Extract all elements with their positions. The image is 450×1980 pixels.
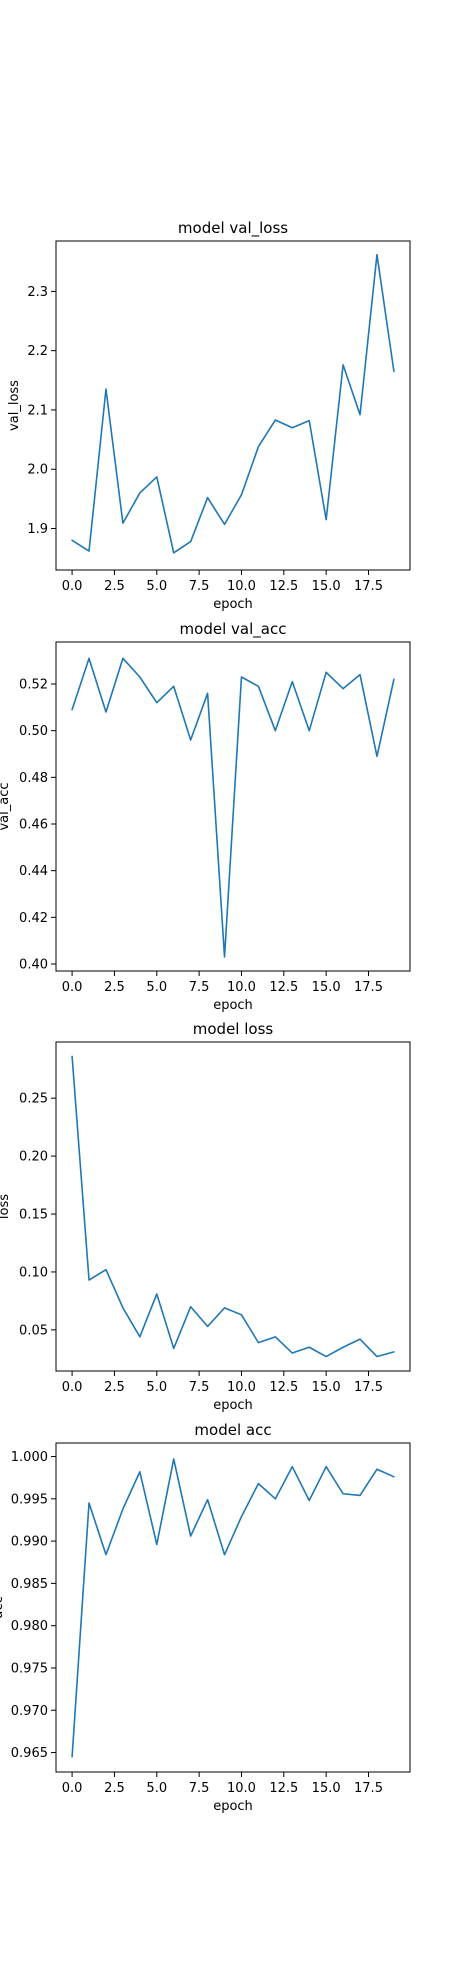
- y-tick-label: 0.50: [19, 724, 48, 739]
- x-tick-label: 10.0: [227, 980, 256, 995]
- y-tick-label: 0.05: [19, 1323, 48, 1338]
- x-tick-label: 7.5: [189, 1380, 210, 1395]
- axes-frame: [55, 641, 411, 972]
- subplot-1: model val_loss 0.0 2.5 5.0 7.5 10.0 12.5 15.0 17…: [7, 219, 411, 612]
- x-tick-label: 12.5: [269, 1781, 298, 1796]
- axes-frame: [55, 240, 411, 571]
- y-tick-label: 0.44: [19, 864, 48, 879]
- x-tick-label: 17.5: [354, 1781, 383, 1796]
- series-line: [71, 253, 395, 554]
- y-tick-label: 0.970: [11, 1704, 48, 1719]
- y-tick-label: 0.10: [19, 1265, 48, 1280]
- x-tick-label: 17.5: [354, 579, 383, 594]
- series-line: [71, 1458, 395, 1758]
- y-tick-label: 0.995: [11, 1492, 48, 1507]
- x-axis-label: epoch: [213, 597, 253, 612]
- subplot-2: model val_acc 0.0 2.5 5.0 7.5 10.0 12.5 15.0 17.…: [0, 620, 411, 1013]
- y-tick-label: 0.48: [19, 771, 48, 786]
- y-axis-label: val_loss: [7, 380, 22, 431]
- chart-title: model val_acc: [180, 620, 287, 639]
- chart-title: model acc: [194, 1421, 271, 1439]
- y-axis-label: loss: [0, 1194, 12, 1219]
- x-tick-label: 2.5: [104, 579, 125, 594]
- y-tick-label: 0.52: [19, 678, 48, 693]
- x-tick-label: 2.5: [104, 980, 125, 995]
- y-tick-label: 0.15: [19, 1208, 48, 1223]
- x-tick-label: 12.5: [269, 1380, 298, 1395]
- y-tick-label: 2.3: [27, 285, 48, 300]
- y-tick-label: 0.25: [19, 1092, 48, 1107]
- y-tick-label: 1.000: [11, 1450, 48, 1465]
- x-tick-label: 12.5: [269, 579, 298, 594]
- axes-frame: [55, 1442, 411, 1773]
- x-tick-label: 0.0: [62, 980, 83, 995]
- y-tick-label: 0.42: [19, 911, 48, 926]
- series-line: [71, 657, 395, 958]
- x-axis-label: epoch: [213, 998, 253, 1013]
- chart-title: model val_loss: [178, 219, 288, 238]
- x-tick-label: 7.5: [189, 1781, 210, 1796]
- x-tick-label: 0.0: [62, 579, 83, 594]
- y-tick-label: 1.9: [27, 522, 48, 537]
- x-tick-label: 15.0: [312, 980, 341, 995]
- x-tick-label: 17.5: [354, 980, 383, 995]
- series-line: [71, 1055, 395, 1358]
- x-tick-label: 17.5: [354, 1380, 383, 1395]
- x-tick-label: 5.0: [146, 980, 167, 995]
- y-tick-label: 2.1: [27, 403, 48, 418]
- y-tick-label: 0.46: [19, 818, 48, 833]
- y-tick-label: 0.965: [11, 1746, 48, 1761]
- y-tick-label: 0.985: [11, 1577, 48, 1592]
- y-tick-label: 0.975: [11, 1661, 48, 1676]
- y-tick-label: 0.40: [19, 958, 48, 973]
- y-axis-label: val_acc: [0, 782, 12, 830]
- x-tick-label: 5.0: [146, 579, 167, 594]
- x-tick-label: 5.0: [146, 1781, 167, 1796]
- x-tick-label: 15.0: [312, 1781, 341, 1796]
- x-tick-label: 0.0: [62, 1380, 83, 1395]
- x-axis-label: epoch: [213, 1398, 253, 1413]
- subplot-4: model acc 0.0 2.5 5.0 7.5 10.0 12.5 15.0 17.5 0.9…: [0, 1421, 411, 1814]
- y-tick-label: 0.20: [19, 1150, 48, 1165]
- subplot-3: model loss 0.0 2.5 5.0 7.5 10.0 12.5 15.0 17.5 0.…: [0, 1020, 411, 1413]
- y-tick-label: 0.990: [11, 1535, 48, 1550]
- y-tick-label: 2.2: [27, 344, 48, 359]
- x-tick-label: 15.0: [312, 579, 341, 594]
- x-tick-label: 0.0: [62, 1781, 83, 1796]
- x-tick-label: 10.0: [227, 1781, 256, 1796]
- x-tick-label: 15.0: [312, 1380, 341, 1395]
- y-axis-label: acc: [0, 1596, 6, 1618]
- x-tick-label: 10.0: [227, 579, 256, 594]
- axes-frame: [55, 1041, 411, 1372]
- chart-title: model loss: [193, 1020, 274, 1038]
- x-tick-label: 7.5: [189, 579, 210, 594]
- x-tick-label: 5.0: [146, 1380, 167, 1395]
- x-tick-label: 2.5: [104, 1380, 125, 1395]
- x-tick-label: 2.5: [104, 1781, 125, 1796]
- x-tick-label: 10.0: [227, 1380, 256, 1395]
- y-tick-label: 2.0: [27, 463, 48, 478]
- x-axis-label: epoch: [213, 1799, 253, 1814]
- x-tick-label: 12.5: [269, 980, 298, 995]
- x-tick-label: 7.5: [189, 980, 210, 995]
- y-tick-label: 0.980: [11, 1619, 48, 1634]
